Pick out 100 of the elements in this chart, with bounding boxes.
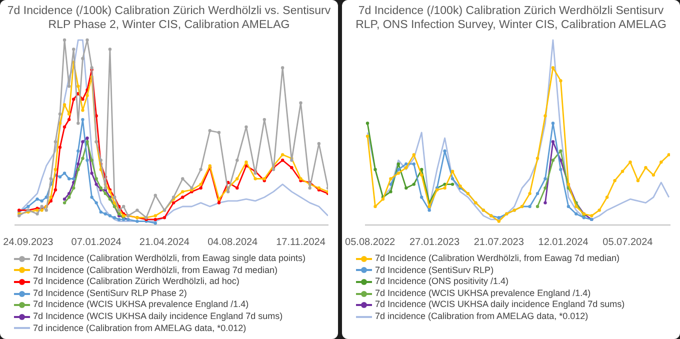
legend-label: 7d Incidence (WCIS UKHSA daily incidence England 7d sums) (375, 299, 625, 311)
point (620, 170, 624, 173)
point (86, 38, 89, 42)
point (36, 198, 39, 201)
point (528, 204, 532, 208)
legend-label: 7d Incidence (Calibration Werdhölzli, from Eawag single data points) (33, 253, 306, 265)
point (81, 140, 84, 144)
point (67, 112, 71, 116)
point (605, 196, 609, 199)
point (99, 210, 102, 214)
point (136, 208, 139, 212)
point (172, 201, 176, 204)
point (551, 140, 555, 144)
legend-label: 7d Incidence (ONS positivity /1.4) (375, 276, 509, 288)
point (86, 158, 89, 162)
point (94, 201, 98, 204)
point (62, 198, 66, 201)
point (122, 204, 126, 208)
point (389, 182, 392, 186)
point (497, 216, 500, 220)
legend-label: 7d Incidence (Calibration Zürich Werdhölzli, ad hoc) (33, 276, 240, 288)
point (108, 214, 112, 218)
point (54, 140, 58, 144)
x-tick-label: 07.01.2024 (71, 236, 122, 248)
point (62, 38, 66, 42)
point (72, 48, 76, 51)
point (420, 196, 424, 199)
point (389, 177, 392, 180)
point (528, 192, 532, 196)
chart-title: 7d Incidence (/100k) Calibration Zürich Werdhölzli vs. Sentisurv RLP Phase 2, Winter CIS, Calibration AMELAG (6, 4, 332, 33)
point (108, 48, 112, 51)
point (566, 204, 570, 208)
point (559, 149, 562, 153)
point (374, 204, 377, 208)
point (443, 149, 446, 153)
chart-title: 7d Incidence (/100k) Calibration Zürich Werdhölzli Sentisurv RLP, ONS Infection Survey, Winter CIS, Calibration AMELAG (354, 4, 668, 33)
legend-label: 7d Incidence (Calibration Werdhölzli, from Eawag 7d median) (375, 253, 620, 265)
point (76, 149, 80, 153)
x-tick-label: 27.01.2023 (409, 236, 460, 248)
point (94, 182, 98, 186)
point (58, 175, 62, 178)
point (667, 153, 670, 156)
point (536, 156, 540, 160)
x-tick-label: 21.07.2023 (474, 236, 524, 248)
point (450, 170, 454, 173)
point (428, 208, 431, 212)
point (217, 130, 221, 134)
point (208, 129, 212, 132)
point (76, 84, 80, 88)
point (236, 177, 239, 180)
point (660, 160, 663, 164)
point (396, 168, 400, 172)
legend-label: 7d Incidence (SentiSurv RLP) (375, 264, 494, 276)
x-tick-label: 05.08.2022 (345, 236, 396, 248)
point (154, 218, 157, 222)
point (551, 66, 555, 70)
point (262, 118, 266, 122)
point (366, 122, 370, 125)
point (81, 118, 84, 122)
point (544, 201, 547, 204)
point (199, 186, 202, 190)
point (62, 172, 66, 175)
point (497, 220, 500, 223)
point (67, 177, 71, 180)
point (90, 158, 94, 162)
x-tick-label: 21.04.2024 (139, 236, 190, 248)
point (636, 179, 640, 182)
point (154, 214, 157, 218)
point (628, 160, 632, 164)
point (72, 177, 76, 180)
point (443, 186, 446, 190)
point (551, 122, 555, 125)
point (136, 220, 139, 223)
point (36, 212, 39, 216)
point (81, 98, 84, 101)
point (420, 168, 424, 172)
point (450, 182, 454, 186)
point (299, 101, 302, 104)
point (86, 94, 89, 98)
legend-label: 7d incidence (Calibration from AMELAG data, *0.012) (375, 310, 588, 323)
point (598, 208, 601, 212)
point (54, 188, 58, 192)
point (244, 160, 248, 164)
point (544, 186, 547, 190)
legend-label: 7d Incidence (WCIS UKHSA prevalence England /1.4) (33, 299, 249, 311)
x-tick-label: 12.01.2024 (538, 236, 589, 248)
point (559, 79, 562, 82)
point (94, 177, 98, 180)
point (44, 208, 48, 212)
point (49, 177, 53, 180)
point (613, 179, 616, 182)
point (652, 173, 656, 177)
point (412, 182, 416, 186)
point (49, 196, 53, 199)
point (290, 166, 294, 170)
point (44, 196, 48, 199)
point (162, 216, 166, 220)
point (396, 172, 400, 175)
point (112, 216, 116, 220)
point (428, 204, 431, 208)
